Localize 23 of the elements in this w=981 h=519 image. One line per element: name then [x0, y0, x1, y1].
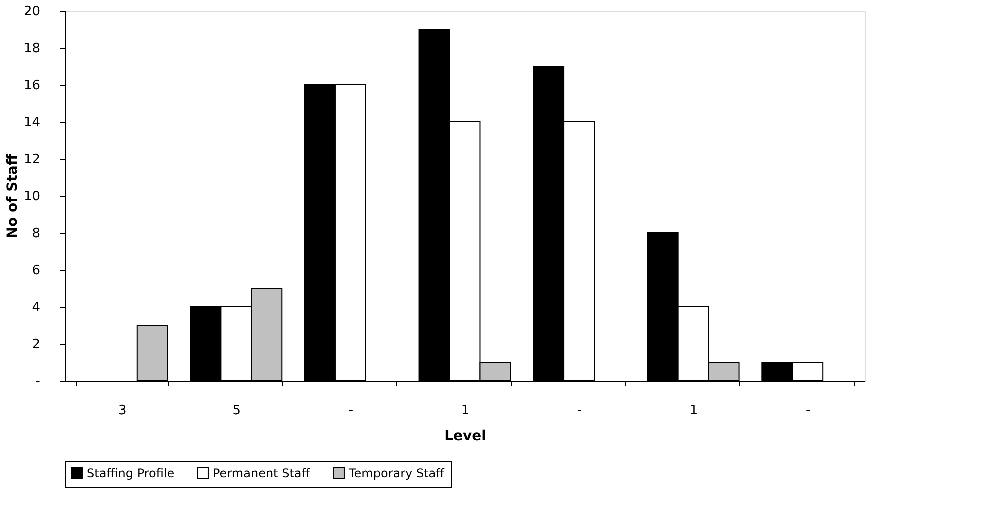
x-tick-label: -: [806, 404, 812, 418]
x-tick-label: -: [577, 404, 582, 418]
y-tick-label: 8: [32, 226, 40, 242]
legend-label: Permanent Staff: [213, 466, 311, 480]
y-axis-title: No of Staff: [4, 154, 21, 239]
y-tick-label: 20: [24, 4, 40, 20]
legend-label: Staffing Profile: [87, 466, 175, 480]
y-tick-label: -: [36, 374, 41, 390]
x-tick-label: 5: [232, 404, 242, 418]
y-tick-label: 6: [32, 264, 40, 278]
x-tick-label: 3: [118, 404, 127, 418]
y-tick-label: 12: [24, 152, 40, 168]
y-tick-label: 16: [24, 78, 40, 94]
x-tick-label: 1: [461, 404, 470, 418]
x-axis-title: Level: [444, 428, 486, 444]
legend-label: Temporary Staff: [348, 466, 446, 480]
y-tick-label: 4: [32, 300, 40, 316]
y-tick-label: 2: [32, 338, 40, 352]
x-tick-label: 1: [690, 404, 698, 418]
y-tick-label: 14: [24, 116, 40, 130]
y-tick-label: 10: [24, 190, 40, 204]
y-tick-label: 18: [24, 42, 40, 56]
x-tick-label: -: [348, 404, 354, 418]
